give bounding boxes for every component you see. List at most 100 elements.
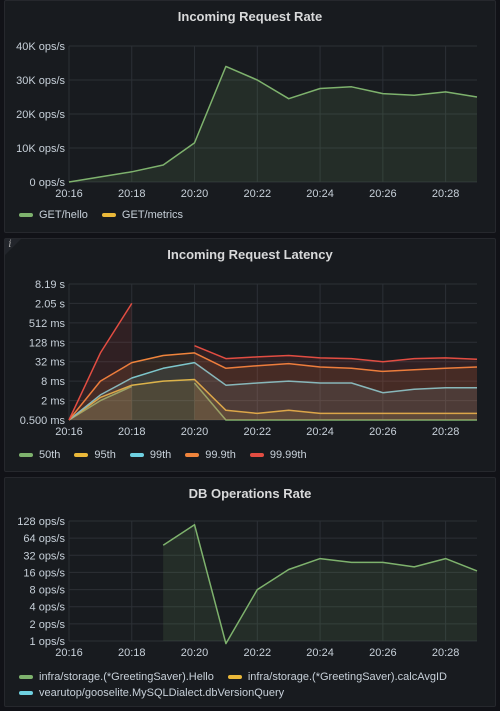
x-tick-label: 20:16: [55, 426, 83, 438]
legend-swatch: [101, 213, 116, 217]
legend-label: infra/storage.(*GreetingSaver).calcAvgID: [247, 671, 447, 683]
y-tick-label: 1 ops/s: [30, 636, 66, 648]
series-area: [163, 524, 477, 644]
legend: infra/storage.(*GreetingSaver).Hello inf…: [19, 671, 487, 699]
legend-label: 99.9th: [205, 449, 236, 461]
request-rate-chart[interactable]: 0 ops/s 10K ops/s 20K ops/s 30K ops/s 40K op…: [5, 31, 497, 231]
legend-item-greetingsaver-hello[interactable]: infra/storage.(*GreetingSaver).Hello: [19, 671, 214, 683]
legend-label: 99th: [149, 449, 172, 461]
panel-title[interactable]: Incoming Request Latency: [167, 247, 333, 262]
y-tick-label: 8 ms: [41, 376, 65, 388]
x-tick-label: 20:18: [118, 188, 146, 200]
x-tick-label: 20:28: [432, 188, 460, 200]
legend-label: vearutop/gooselite.MySQLDialect.dbVersio…: [39, 687, 285, 699]
legend-swatch: [19, 453, 33, 457]
legend-swatch: [129, 453, 144, 457]
y-tick-label: 0 ops/s: [30, 177, 66, 189]
x-tick-label: 20:28: [432, 647, 460, 659]
y-tick-label: 32 ops/s: [23, 550, 65, 562]
legend-item-99-99th[interactable]: 99.99th: [249, 449, 307, 461]
series-line: [68, 385, 133, 421]
legend-item-99-9th[interactable]: 99.9th: [185, 449, 236, 461]
panel-db-operations-rate[interactable]: DB Operations Rate 1 ops/s 2 ops/s 4 ops/s…: [4, 477, 496, 707]
y-tick-label: 8 ops/s: [30, 585, 66, 597]
y-tick-label: 2 ms: [41, 396, 65, 408]
x-tick-label: 20:22: [244, 647, 272, 659]
legend-item-50th[interactable]: 50th: [19, 449, 60, 461]
y-tick-label: 128 ops/s: [17, 516, 65, 528]
x-tick-label: 20:24: [306, 426, 334, 438]
legend-swatch: [19, 675, 33, 679]
panel-incoming-request-rate[interactable]: Incoming Request Rate 0 ops/s 10K ops/s 20…: [4, 0, 496, 233]
db-operations-chart[interactable]: 1 ops/s 2 ops/s 4 ops/s 8 ops/s 16 ops/s 32 o…: [5, 508, 497, 698]
series-line: [68, 352, 478, 421]
series-area: [69, 303, 132, 420]
legend-swatch: [227, 675, 242, 679]
legend-label: 99.99th: [269, 449, 307, 461]
series-line: [68, 361, 477, 421]
legend-item-get-hello[interactable]: GET/hello: [19, 209, 88, 221]
legend-label: GET/metrics: [121, 209, 184, 221]
y-tick-label: 64 ops/s: [23, 533, 65, 545]
legend-swatch: [19, 213, 33, 217]
legend-label: GET/hello: [39, 209, 88, 221]
x-tick-label: 20:28: [432, 426, 460, 438]
series-area: [194, 345, 477, 420]
panel-incoming-request-latency[interactable]: i Incoming Request Latency 0.500 ms 2 ms 8…: [4, 238, 496, 472]
series-area: [69, 386, 132, 420]
y-tick-label: 40K ops/s: [16, 41, 65, 53]
series-line: [68, 302, 133, 421]
legend: 50th 95th 99th 99.9th 99.99th: [19, 449, 487, 461]
y-tick-label: 16 ops/s: [23, 567, 65, 579]
legend-swatch: [74, 453, 89, 457]
x-tick-label: 20:24: [306, 647, 334, 659]
y-tick-label: 2.05 s: [35, 298, 65, 310]
legend-label: infra/storage.(*GreetingSaver).Hello: [39, 671, 214, 683]
series-area: [69, 352, 477, 420]
series-area: [69, 379, 477, 420]
legend-label: 95th: [94, 449, 116, 461]
panel-title[interactable]: DB Operations Rate: [188, 486, 312, 501]
x-tick-label: 20:26: [369, 647, 397, 659]
legend-item-95th[interactable]: 95th: [74, 449, 116, 461]
x-tick-label: 20:20: [181, 647, 209, 659]
series-line: [68, 378, 477, 421]
panel-title[interactable]: Incoming Request Rate: [177, 9, 323, 24]
legend-swatch: [185, 453, 200, 457]
series-line: [68, 65, 478, 183]
request-latency-chart[interactable]: 0.500 ms 2 ms 8 ms 32 ms 128 ms 512 ms 2.05 s 8…: [5, 269, 497, 469]
series-line: [193, 382, 477, 421]
x-tick-label: 20:24: [306, 188, 334, 200]
x-tick-label: 20:16: [55, 188, 83, 200]
y-tick-label: 128 ms: [29, 337, 66, 349]
series-line: [162, 523, 478, 645]
x-tick-label: 20:22: [244, 188, 272, 200]
x-tick-label: 20:16: [55, 647, 83, 659]
y-tick-label: 512 ms: [29, 318, 66, 330]
legend-item-get-metrics[interactable]: GET/metrics: [101, 209, 184, 221]
y-tick-label: 8.19 s: [35, 279, 65, 291]
x-tick-label: 20:26: [369, 188, 397, 200]
y-tick-label: 2 ops/s: [30, 619, 66, 631]
series-line: [194, 345, 478, 363]
y-tick-label: 4 ops/s: [30, 602, 66, 614]
y-tick-label: 0.500 ms: [20, 415, 66, 427]
x-tick-label: 20:18: [118, 426, 146, 438]
y-tick-label: 32 ms: [35, 357, 65, 369]
x-tick-label: 20:26: [369, 426, 397, 438]
legend-swatch: [249, 453, 264, 457]
y-tick-label: 10K ops/s: [16, 143, 65, 155]
x-tick-label: 20:22: [244, 426, 272, 438]
legend-item-dbversionquery[interactable]: vearutop/gooselite.MySQLDialect.dbVersio…: [19, 687, 284, 699]
legend-swatch: [19, 691, 33, 695]
legend-item-99th[interactable]: 99th: [129, 449, 172, 461]
legend-item-greetingsaver-calcavgid[interactable]: infra/storage.(*GreetingSaver).calcAvgID: [227, 671, 447, 683]
y-tick-label: 20K ops/s: [16, 109, 65, 121]
series-area: [69, 362, 477, 420]
x-tick-label: 20:20: [181, 188, 209, 200]
series-area: [69, 66, 477, 182]
legend: GET/hello GET/metrics: [19, 209, 487, 221]
legend-label: 50th: [39, 449, 61, 461]
y-tick-label: 30K ops/s: [16, 75, 65, 87]
x-tick-label: 20:20: [181, 426, 209, 438]
